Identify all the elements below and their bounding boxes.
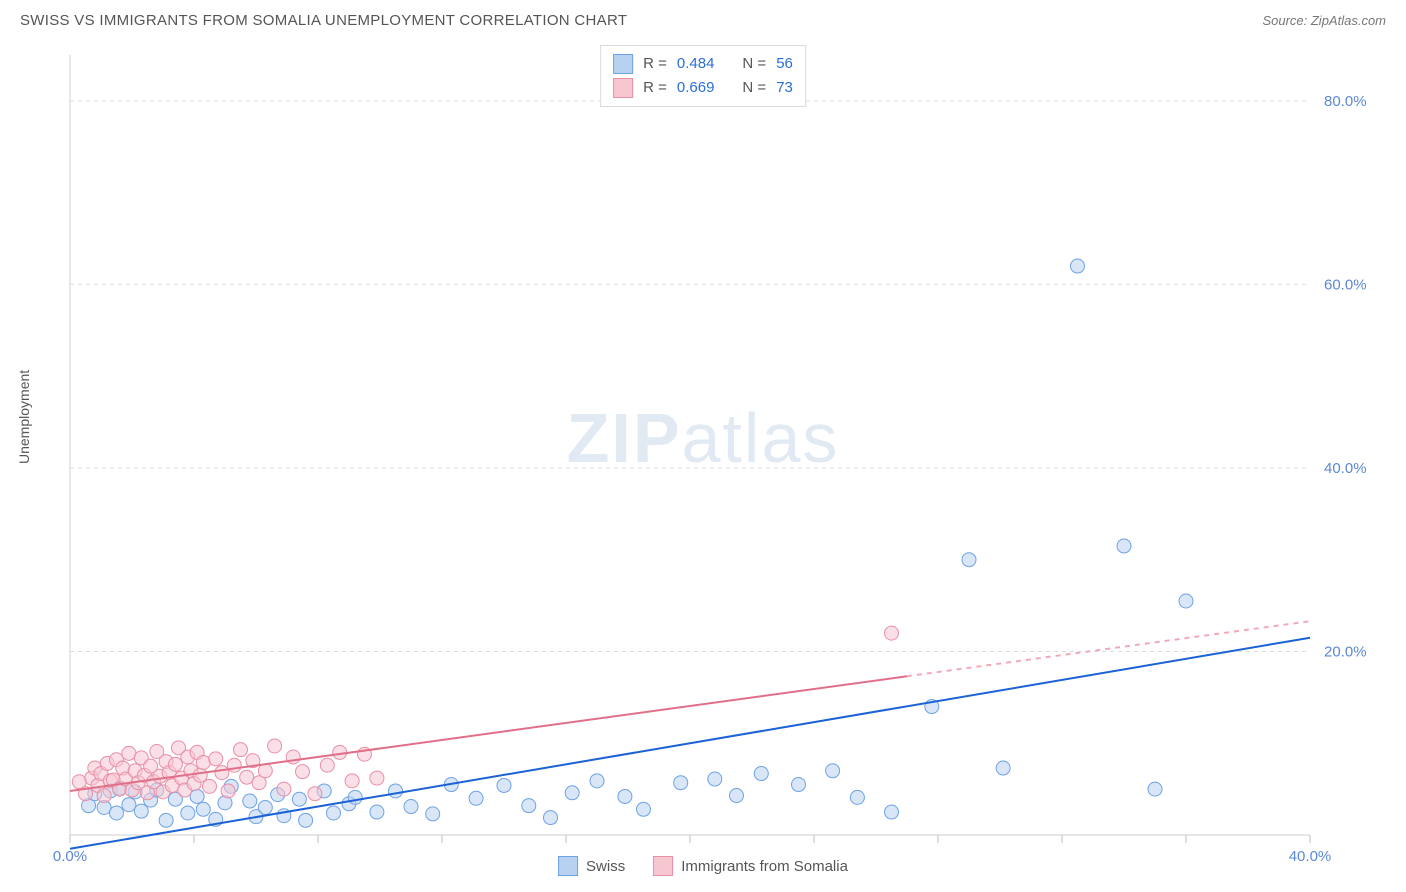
data-point [209,752,223,766]
legend-swatch [558,856,578,876]
legend-label: Immigrants from Somalia [681,858,848,875]
data-point [826,764,840,778]
r-value: 0.669 [677,76,715,100]
data-point [885,626,899,640]
n-value: 73 [776,76,793,100]
data-point [426,807,440,821]
legend-swatch [653,856,673,876]
data-point [221,784,235,798]
data-point [618,789,632,803]
data-point [850,790,864,804]
n-label: N = [742,76,766,100]
svg-text:60.0%: 60.0% [1324,276,1367,293]
data-point [159,813,173,827]
legend-bottom-item: Immigrants from Somalia [653,856,848,876]
data-point [196,756,210,770]
data-point [320,758,334,772]
data-point [792,778,806,792]
data-point [110,806,124,820]
legend-correlation: R = 0.484 N = 56 R = 0.669 N = 73 [600,45,806,107]
data-point [299,813,313,827]
svg-text:40.0%: 40.0% [1289,848,1332,865]
data-point [345,774,359,788]
data-point [348,790,362,804]
legend-swatch [613,54,633,74]
chart-title: SWISS VS IMMIGRANTS FROM SOMALIA UNEMPLO… [20,12,627,29]
data-point [404,800,418,814]
scatter-chart: 20.0% 40.0% 60.0% 80.0% 0.0% 40.0% [20,45,1386,875]
data-point [190,789,204,803]
data-point [196,802,210,816]
legend-top-row: R = 0.669 N = 73 [613,76,793,100]
data-point [996,761,1010,775]
data-point [181,806,195,820]
r-label: R = [643,52,667,76]
data-point [243,794,257,808]
data-point [268,739,282,753]
data-point [277,782,291,796]
legend-top-row: R = 0.484 N = 56 [613,52,793,76]
data-point [122,746,136,760]
data-point [134,804,148,818]
r-label: R = [643,76,667,100]
data-point [308,787,322,801]
data-point [193,768,207,782]
data-point [389,784,403,798]
data-point [370,771,384,785]
svg-text:20.0%: 20.0% [1324,643,1367,660]
svg-text:0.0%: 0.0% [53,848,87,865]
svg-text:80.0%: 80.0% [1324,93,1367,110]
data-point [754,767,768,781]
data-point [168,757,182,771]
legend-bottom-item: Swiss [558,856,625,876]
y-axis-label: Unemployment [16,369,32,463]
data-point [1148,782,1162,796]
svg-text:40.0%: 40.0% [1324,460,1367,477]
data-point [296,765,310,779]
data-point [240,770,254,784]
n-label: N = [742,52,766,76]
data-point [522,799,536,813]
data-point [227,758,241,772]
trend-line-immigrants_somalia [70,676,907,791]
data-point [544,811,558,825]
data-point [674,776,688,790]
data-point [215,766,229,780]
n-value: 56 [776,52,793,76]
data-point [497,778,511,792]
data-point [1071,259,1085,273]
legend-label: Swiss [586,858,625,875]
series-swiss [82,259,1193,827]
series-immigrants_somalia [72,626,898,802]
data-point [885,805,899,819]
data-point [708,772,722,786]
chart-container: Unemployment 20.0%40.0%60.0%80.0%0.0%40.… [20,45,1386,882]
data-point [469,791,483,805]
data-point [234,743,248,757]
data-point [258,800,272,814]
legend-swatch [613,78,633,98]
data-point [122,798,136,812]
data-point [1179,594,1193,608]
legend-series: Swiss Immigrants from Somalia [558,856,848,876]
data-point [203,779,217,793]
data-point [327,806,341,820]
data-point [962,553,976,567]
data-point [637,802,651,816]
trend-line-swiss [70,638,1310,849]
data-point [97,789,111,803]
data-point [730,789,744,803]
data-point [590,774,604,788]
data-point [565,786,579,800]
r-value: 0.484 [677,52,715,76]
data-point [292,792,306,806]
data-point [370,805,384,819]
data-point [1117,539,1131,553]
source-label: Source: ZipAtlas.com [1262,13,1386,28]
